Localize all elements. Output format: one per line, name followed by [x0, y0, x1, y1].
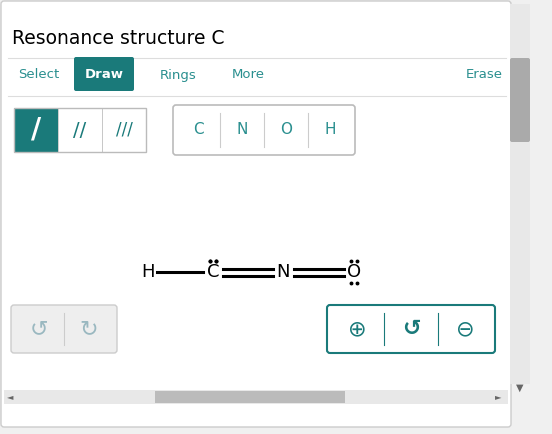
Text: ►: ► [495, 392, 501, 401]
Text: N: N [276, 263, 290, 281]
Text: Erase: Erase [466, 69, 503, 82]
Text: O: O [280, 122, 292, 138]
Bar [14, 108, 58, 152]
Bar [102, 108, 146, 152]
Text: ///: /// [115, 121, 132, 139]
Bar [4, 390, 508, 404]
Text: H: H [141, 263, 155, 281]
FancyBboxPatch shape [74, 57, 134, 91]
Bar [510, 4, 530, 384]
FancyBboxPatch shape [327, 305, 495, 353]
Text: ↺: ↺ [402, 319, 420, 339]
Text: ⊕: ⊕ [348, 319, 367, 339]
Text: ⊖: ⊖ [456, 319, 474, 339]
Text: ↻: ↻ [79, 319, 98, 339]
Bar [58, 108, 102, 152]
Text: Select: Select [18, 69, 59, 82]
Text: More: More [232, 69, 265, 82]
FancyBboxPatch shape [11, 305, 117, 353]
Text: ◄: ◄ [7, 392, 13, 401]
Text: Resonance structure C: Resonance structure C [12, 29, 225, 47]
Text: ↺: ↺ [30, 319, 49, 339]
Text: Rings: Rings [160, 69, 197, 82]
Text: ▼: ▼ [516, 383, 524, 393]
FancyBboxPatch shape [173, 105, 355, 155]
Text: Draw: Draw [84, 69, 124, 82]
FancyBboxPatch shape [1, 1, 511, 427]
FancyBboxPatch shape [510, 58, 530, 142]
Text: H: H [324, 122, 336, 138]
Text: C: C [193, 122, 203, 138]
Text: /: / [31, 116, 41, 144]
Text: N: N [236, 122, 248, 138]
Bar [14, 108, 146, 152]
Bar [155, 391, 345, 403]
Text: C: C [207, 263, 219, 281]
Text: //: // [73, 121, 87, 139]
Text: O: O [347, 263, 361, 281]
